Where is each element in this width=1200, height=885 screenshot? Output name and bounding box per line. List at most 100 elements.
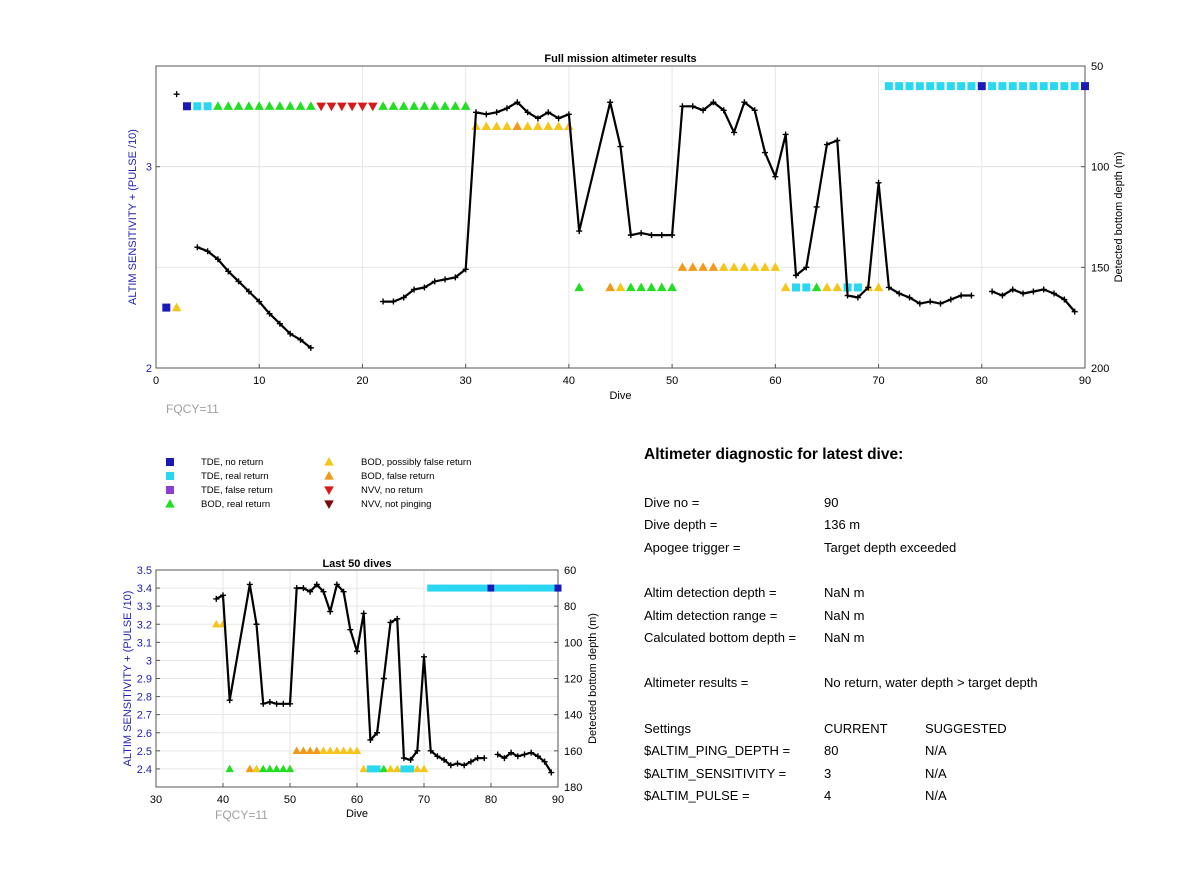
depth-point (865, 284, 872, 291)
legend-item: BOD, false return (324, 471, 434, 482)
tde-real-return-marker (373, 765, 381, 773)
diag-value: Target depth exceeded (824, 540, 957, 555)
chart-title: Last 50 dives (322, 558, 391, 570)
bod-false-return-marker (305, 746, 315, 754)
y-left-tick-label: 3.4 (137, 583, 152, 595)
depth-point (528, 749, 535, 756)
diagnostic-title: Altimeter diagnostic for latest dive: (644, 446, 904, 463)
y-right-tick-label: 160 (564, 746, 582, 758)
depth-point (700, 107, 707, 114)
bod-possibly-false-marker (393, 764, 402, 773)
last-50-dives-chart: 30 40 50 60 70 80 90 2.4 2.5 2.6 2.7 2.8 2.9 3 3.1 3.2 3… (122, 558, 599, 822)
tde-real-return-marker (400, 765, 408, 773)
legend-label: TDE, real return (201, 471, 269, 482)
depth-point (541, 758, 548, 765)
depth-point (266, 310, 273, 317)
bod-possibly-false-marker (739, 262, 750, 271)
depth-point (327, 608, 334, 615)
bod-possibly-false-marker (615, 282, 626, 292)
tde-real-return-marker (433, 584, 441, 592)
depth-point (968, 292, 975, 299)
depth-point (782, 131, 789, 138)
setting-label: $ALTIM_SENSITIVITY = (644, 766, 787, 781)
bod-real-return-marker (574, 282, 585, 292)
diag-value: 90 (824, 495, 839, 510)
depth-point (545, 109, 552, 116)
settings-header-current: CURRENT (824, 721, 888, 736)
depth-point (679, 103, 686, 110)
depth-point (447, 762, 454, 769)
depth-point (333, 581, 340, 588)
bod-possibly-false-marker (873, 282, 884, 292)
depth-point (266, 699, 273, 706)
bod-real-return-marker (419, 101, 430, 110)
depth-point (1020, 290, 1027, 297)
bod-possibly-false-marker (822, 282, 832, 292)
y-left-tick-label: 2.6 (137, 728, 152, 740)
depth-point (494, 751, 501, 758)
x-axis-label: Dive (609, 390, 631, 402)
depth-point (225, 268, 232, 275)
depth-point (627, 232, 634, 239)
x-tick-label: 10 (253, 375, 265, 387)
bod-possibly-false-marker (319, 746, 328, 754)
bod-possibly-false-marker (326, 746, 335, 754)
depth-point (720, 107, 727, 114)
depth-point (483, 111, 490, 118)
x-tick-label: 60 (769, 375, 781, 387)
x-tick-label: 30 (460, 375, 472, 387)
depth-point (916, 300, 923, 307)
x-tick-label: 50 (666, 375, 678, 387)
x-tick-label: 90 (552, 794, 564, 806)
bod-false-return-marker (292, 746, 301, 754)
diag-value: NaN m (824, 630, 865, 645)
depth-point (307, 344, 314, 351)
bod-real-return-marker (306, 101, 316, 110)
tde-real-return-marker (1039, 82, 1048, 91)
chart-title: Full mission altimeter results (544, 53, 696, 65)
depth-series-line (383, 101, 972, 305)
tde-real-return-marker (936, 82, 945, 91)
tde-real-return-marker (427, 584, 435, 592)
y-left-tick-label: 3.1 (137, 637, 152, 649)
bod-false-return-marker (324, 471, 334, 480)
depth-point (823, 141, 830, 148)
depth-point (380, 298, 387, 305)
depth-point (441, 756, 448, 763)
depth-point (617, 143, 624, 150)
depth-point (999, 292, 1006, 299)
legend-item: BOD, real return (165, 499, 270, 510)
x-axis-label: Dive (346, 808, 368, 820)
tde-real-return-marker (474, 584, 482, 592)
setting-current: 3 (824, 766, 832, 781)
depth-point (400, 294, 407, 301)
depth-point (751, 107, 758, 114)
depth-point (411, 286, 418, 293)
bod-possibly-false-marker (749, 262, 760, 271)
depth-point (367, 736, 374, 743)
depth-point (521, 751, 528, 758)
y-right-tick-label: 80 (564, 601, 576, 613)
bod-possibly-false-marker (729, 262, 739, 271)
bod-false-return-marker (677, 262, 688, 271)
depth-point (256, 298, 263, 305)
depth-point (320, 588, 327, 595)
tde-no-return-marker (487, 584, 495, 592)
bod-possibly-false-marker (346, 746, 355, 754)
tde-real-return-marker (454, 584, 461, 592)
y-left-tick-label: 2.4 (137, 764, 152, 776)
depth-point (374, 729, 381, 736)
bod-possibly-false-marker (543, 121, 554, 130)
bod-real-return-marker (295, 101, 306, 110)
diag-value: 136 m (824, 517, 861, 532)
depth-point (834, 137, 841, 144)
tde-real-return-marker (926, 82, 935, 91)
tde-real-return-marker (1029, 82, 1038, 91)
tde-real-return-marker (802, 283, 811, 292)
depth-point (360, 610, 367, 617)
x-tick-label: 20 (356, 375, 368, 387)
tde-real-return-marker (547, 584, 555, 592)
nvv-no-return-marker (337, 102, 347, 112)
y-right-tick-label: 140 (564, 710, 582, 722)
